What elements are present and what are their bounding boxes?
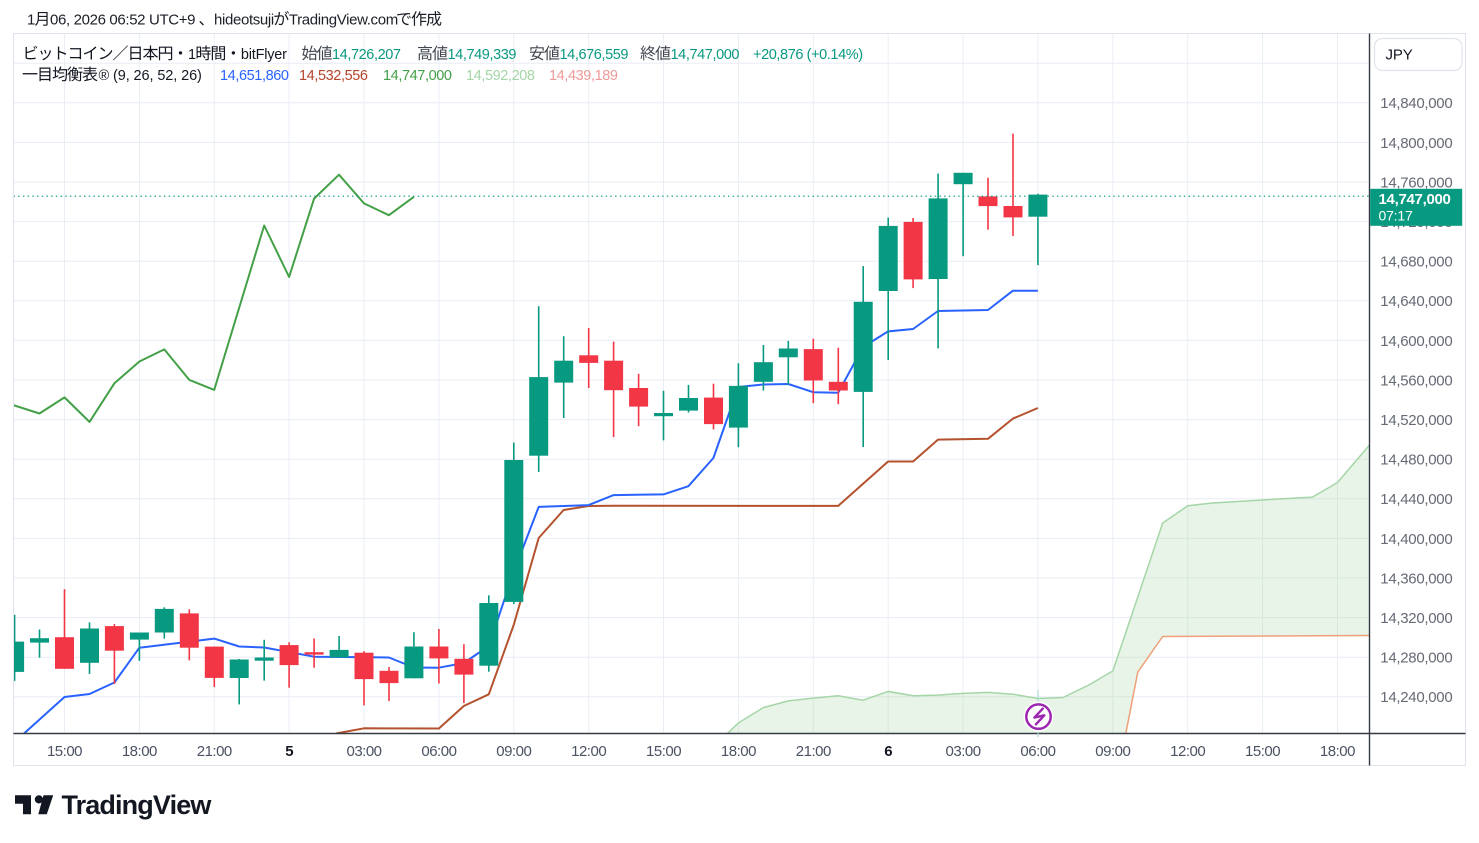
svg-text:18:00: 18:00 (122, 743, 157, 760)
svg-text:® (9, 26, 52, 26): ® (9, 26, 52, 26) (99, 68, 202, 84)
svg-text:14,439,189: 14,439,189 (549, 68, 618, 84)
svg-text:5: 5 (285, 743, 293, 760)
svg-text:hideotsuji: hideotsuji (214, 12, 274, 29)
svg-text:15:00: 15:00 (47, 743, 82, 760)
svg-text:21:00: 21:00 (796, 743, 831, 760)
svg-text:06:00: 06:00 (421, 743, 456, 760)
svg-text:14,240,000: 14,240,000 (1380, 689, 1452, 706)
svg-text:14,440,000: 14,440,000 (1380, 491, 1452, 508)
svg-text:12:00: 12:00 (571, 743, 606, 760)
svg-text:14,747,000: 14,747,000 (383, 68, 452, 84)
svg-text:06:00: 06:00 (1020, 743, 1055, 760)
svg-text:18:00: 18:00 (1320, 743, 1355, 760)
svg-text:14,680,000: 14,680,000 (1380, 254, 1452, 271)
svg-text:1: 1 (188, 47, 196, 63)
svg-text:12:00: 12:00 (1170, 743, 1205, 760)
svg-text:06, 2026 06:52 UTC+9: 06, 2026 06:52 UTC+9 (50, 12, 195, 29)
svg-text:03:00: 03:00 (946, 743, 981, 760)
svg-text:14,749,339: 14,749,339 (448, 47, 517, 63)
svg-text:14,760,000: 14,760,000 (1380, 174, 1452, 191)
svg-text:14,800,000: 14,800,000 (1380, 135, 1452, 152)
svg-text:14,520,000: 14,520,000 (1380, 412, 1452, 429)
svg-text:15:00: 15:00 (1245, 743, 1280, 760)
svg-text:14,360,000: 14,360,000 (1380, 570, 1452, 587)
svg-text:14,840,000: 14,840,000 (1380, 95, 1452, 112)
svg-text:14,592,208: 14,592,208 (466, 68, 535, 84)
svg-text:14,640,000: 14,640,000 (1380, 293, 1452, 310)
svg-text:14,532,556: 14,532,556 (299, 68, 368, 84)
svg-text:14,480,000: 14,480,000 (1380, 452, 1452, 469)
svg-text:14,726,207: 14,726,207 (332, 47, 401, 63)
svg-text:14,747,000: 14,747,000 (671, 47, 740, 63)
svg-text:09:00: 09:00 (496, 743, 531, 760)
svg-text:03:00: 03:00 (346, 743, 381, 760)
svg-text:09:00: 09:00 (1095, 743, 1130, 760)
svg-text:14,747,000: 14,747,000 (1379, 191, 1451, 208)
svg-text:TradingView: TradingView (62, 790, 213, 820)
svg-text:15:00: 15:00 (646, 743, 681, 760)
svg-text:TradingView.com: TradingView.com (289, 12, 398, 29)
svg-text:21:00: 21:00 (197, 743, 232, 760)
svg-text:14,280,000: 14,280,000 (1380, 650, 1452, 667)
svg-text:07:17: 07:17 (1379, 208, 1413, 224)
svg-text:14,651,860: 14,651,860 (220, 68, 289, 84)
svg-text:bitFlyer: bitFlyer (241, 47, 287, 63)
svg-text:JPY: JPY (1386, 47, 1413, 64)
svg-text:14,600,000: 14,600,000 (1380, 333, 1452, 350)
svg-text:14,320,000: 14,320,000 (1380, 610, 1452, 627)
svg-text:14,400,000: 14,400,000 (1380, 531, 1452, 548)
svg-text:+20,876 (+0.14%): +20,876 (+0.14%) (753, 47, 863, 63)
svg-text:14,560,000: 14,560,000 (1380, 372, 1452, 389)
svg-text:1: 1 (27, 12, 35, 29)
svg-text:14,676,559: 14,676,559 (560, 47, 629, 63)
svg-text:18:00: 18:00 (721, 743, 756, 760)
svg-text:6: 6 (884, 743, 892, 760)
